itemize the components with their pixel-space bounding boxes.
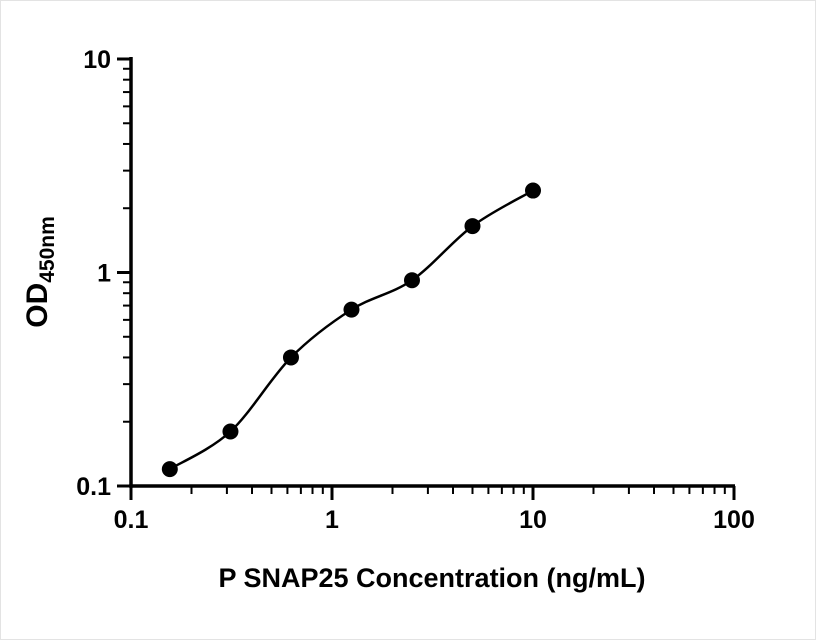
y-tick-label: 10	[83, 46, 111, 74]
y-axis-title: OD450nm	[21, 216, 59, 328]
data-points	[161, 182, 541, 478]
y-axis-title-main: OD	[21, 283, 54, 328]
data-point	[161, 461, 178, 478]
y-tick-label: 1	[97, 260, 111, 288]
x-axis-ticks: 0.1 1 10 100	[114, 486, 755, 534]
x-tick-label: 1	[325, 506, 339, 534]
data-point	[282, 349, 299, 366]
data-point	[222, 423, 239, 440]
x-tick-label: 100	[713, 506, 755, 534]
data-point	[343, 301, 360, 318]
y-tick-label: 0.1	[76, 473, 111, 501]
y-axis-title-subscript: 450nm	[36, 216, 59, 283]
y-axis-ticks: 10 1 0.1	[76, 46, 131, 501]
x-axis-title: P SNAP25 Concentration (ng/mL)	[218, 563, 645, 593]
x-tick-label: 10	[519, 506, 547, 534]
x-tick-label: 0.1	[114, 506, 149, 534]
data-point	[403, 272, 420, 289]
data-point	[525, 182, 541, 199]
data-point	[464, 218, 481, 235]
